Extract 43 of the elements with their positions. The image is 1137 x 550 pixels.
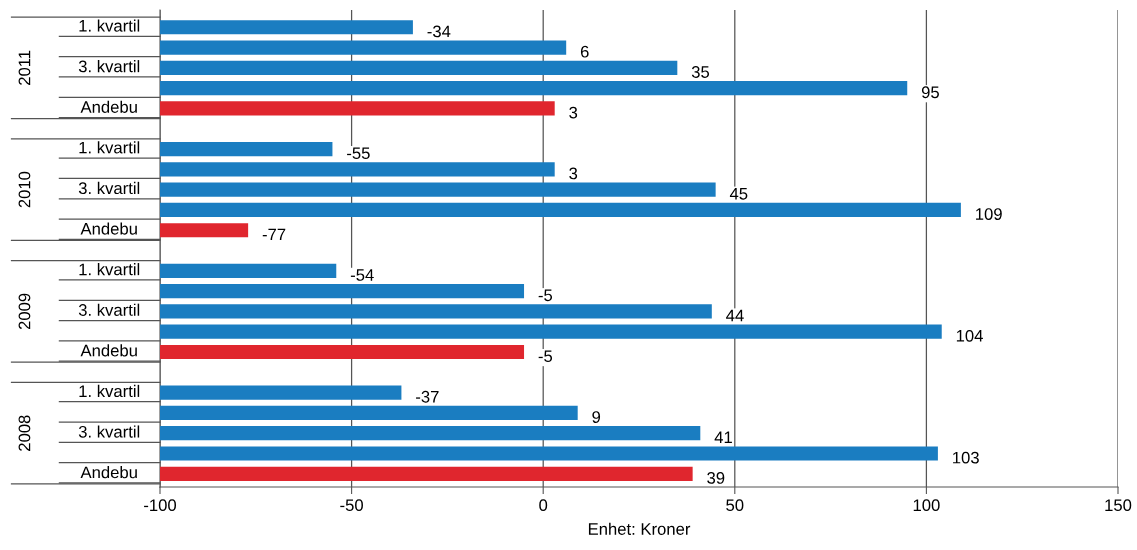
data-label: -54 [350,269,374,281]
x-tick-label: -100 [144,499,177,512]
y-tick-label: 1. kvartil [79,141,140,154]
text: 2010 [18,171,31,208]
text: 2008 [18,415,31,451]
data-label: -34 [427,25,451,38]
data-label: -5 [538,289,553,302]
y-tick-label: 3. kvartil [78,425,140,438]
y-tick-label: 1. kvartil [79,263,140,276]
x-axis-title: Enhet: Kroner [588,522,691,535]
text: 2009 [18,293,31,330]
x-tick-label: 100 [913,499,940,512]
y-tick-label: 1. kvartil [79,19,140,32]
data-label: 44 [726,309,744,322]
y-tick-label: 1. kvartil [79,384,140,398]
x-tick-label: -50 [340,499,363,512]
data-label: 35 [691,66,710,78]
data-label: -77 [262,228,286,241]
data-label: 109 [976,208,1002,220]
data-label: 41 [714,431,732,444]
x-tick-label: 50 [726,499,744,512]
y-tick-label: 3. kvartil [78,303,140,316]
data-label: -55 [347,147,370,160]
data-label: 45 [729,188,748,200]
x-tick-label: 0 [539,499,548,512]
data-label: 103 [953,451,979,464]
data-label: 104 [956,329,983,342]
x-tick-label: 150 [1105,499,1132,512]
y-tick-label: 3. kvartil [78,60,140,73]
y-tick-label: Andebu [80,466,137,479]
data-label: -5 [538,350,553,363]
text: 2011 [18,50,31,85]
y-tick-label: Andebu [80,222,137,235]
data-label: 3 [569,167,578,180]
data-label: 3 [569,106,578,119]
data-label: 9 [592,411,601,423]
data-label: 95 [921,86,939,99]
y-tick-label: Andebu [80,344,137,357]
data-label: 6 [580,45,589,58]
y-tick-label: Andebu [80,100,137,113]
y-tick-label: 3. kvartil [78,181,140,195]
data-label: 39 [707,472,725,484]
data-label: -37 [416,390,439,403]
